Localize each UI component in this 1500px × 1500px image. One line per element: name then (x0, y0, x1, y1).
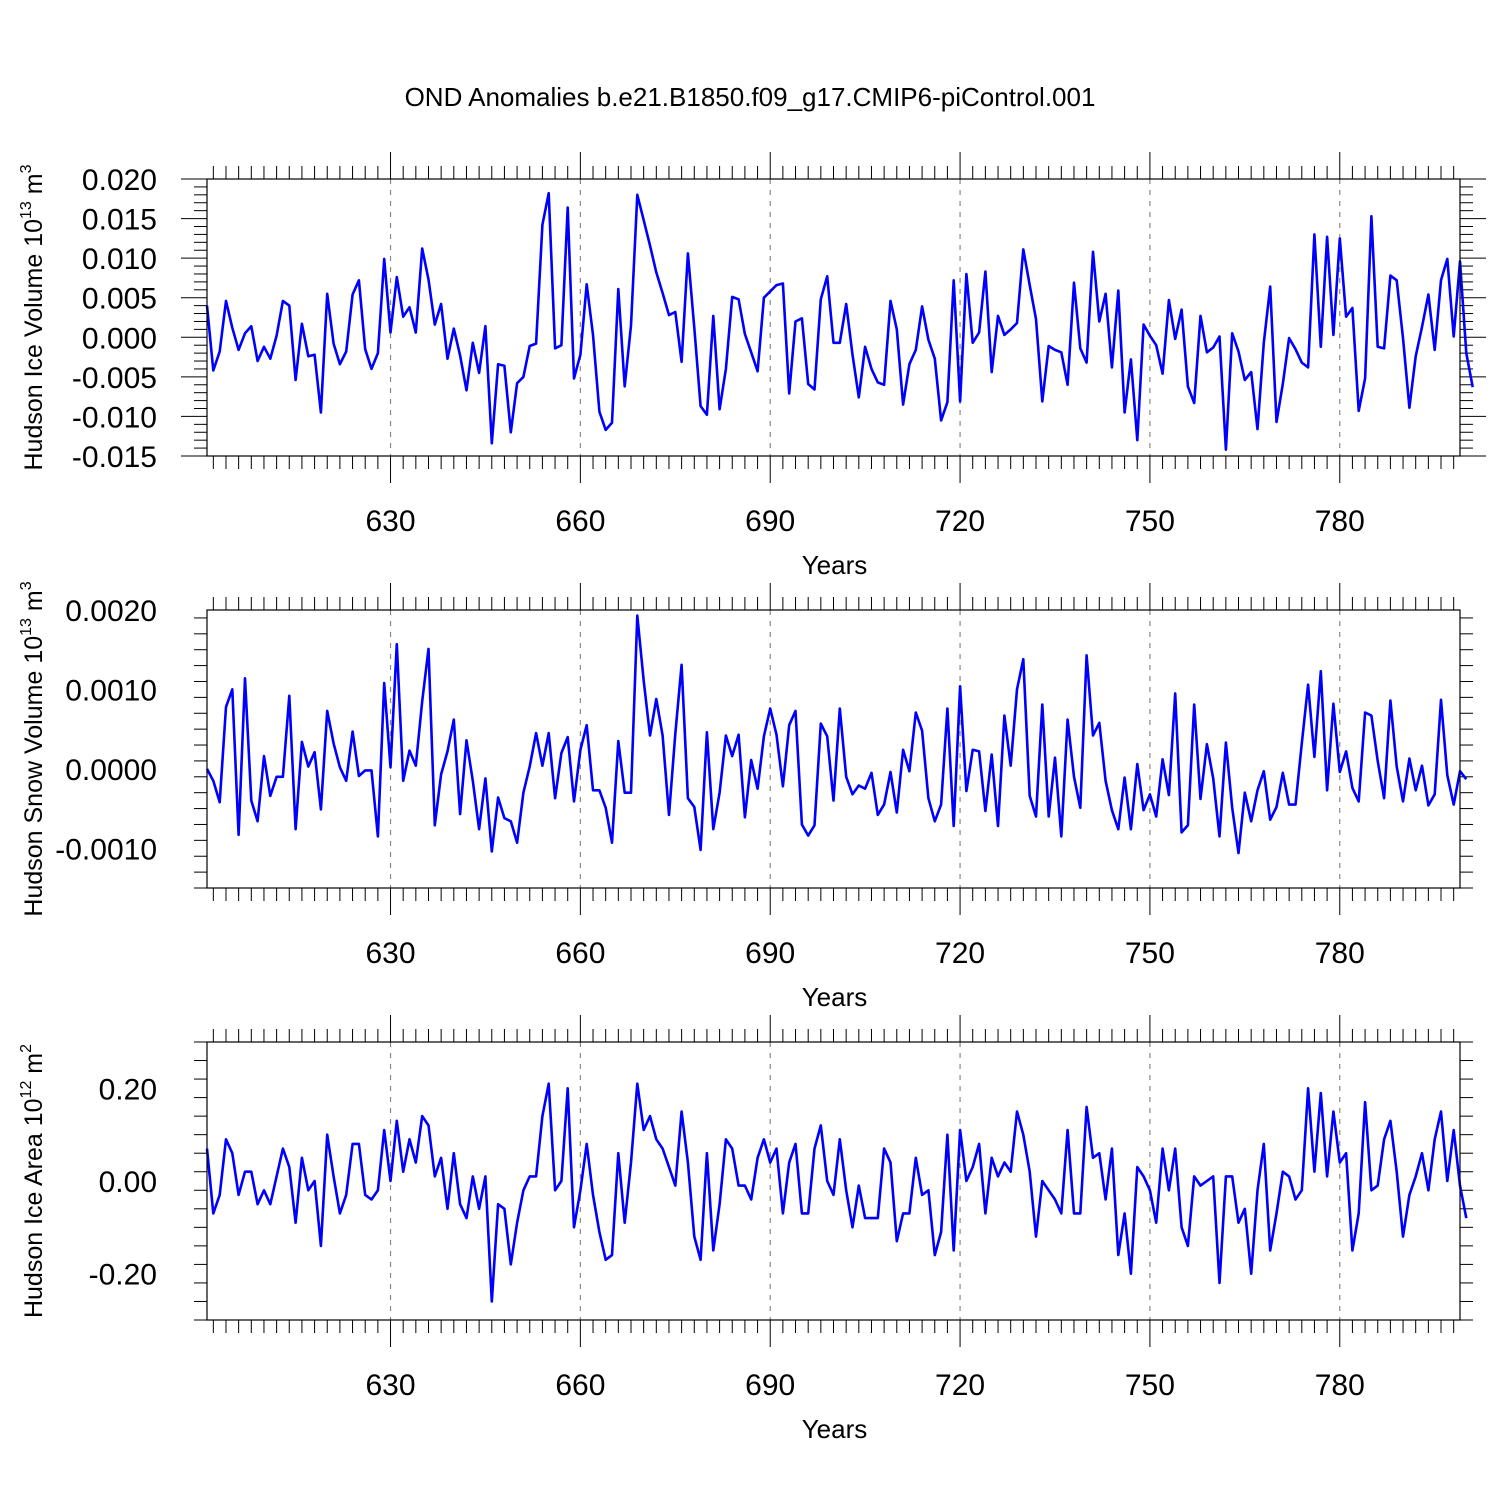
y-tick-label: -0.010 (72, 401, 157, 434)
panel-ice-volume: -0.015 -0.010 -0.005 0.000 0.005 0.010 0.015 0.… (18, 152, 1486, 580)
plot-frame (206, 1041, 1461, 1321)
series-line (205, 1082, 1468, 1303)
y-label-unit: m (20, 590, 48, 618)
x-tick-label: 660 (555, 1369, 605, 1402)
y-label-exponent: 13 (18, 201, 35, 219)
y-tick-label: 0.015 (82, 204, 157, 237)
panels-group: -0.015 -0.010 -0.005 0.000 0.005 0.010 0.015 0.… (18, 152, 1486, 1444)
series-line (205, 191, 1474, 452)
y-label-main: Hudson Snow Volume 10 (20, 636, 48, 917)
x-axis-label: Years (802, 982, 868, 1012)
y-label-unit-exponent: 3 (18, 581, 35, 590)
y-tick-label: -0.005 (72, 362, 157, 395)
y-tick-label: 0.020 (82, 164, 157, 197)
y-tick-label: 0.0010 (65, 674, 157, 707)
panel-snow-volume: -0.0010 0.0000 0.0010 0.0020 630 660 690 720 750… (18, 581, 1473, 1012)
x-tick-label: 630 (365, 1369, 415, 1402)
x-tick-label: 660 (555, 937, 605, 970)
x-tick-label: 750 (1125, 937, 1175, 970)
plot-frame (206, 178, 1461, 457)
y-label-main: Hudson Ice Volume 10 (20, 219, 48, 471)
y-label-main: Hudson Ice Area 10 (20, 1098, 48, 1318)
x-tick-label: 690 (745, 1369, 795, 1402)
x-tick-label: 660 (555, 505, 605, 538)
y-tick-label: -0.015 (72, 441, 157, 474)
y-tick-label: 0.0000 (65, 754, 157, 787)
y-axis-label: Hudson Snow Volume 1013 m3 (18, 581, 48, 916)
chart-title: OND Anomalies b.e21.B1850.f09_g17.CMIP6-… (405, 82, 1096, 112)
y-tick-label: 0.005 (82, 283, 157, 316)
y-tick-label: 0.20 (99, 1073, 157, 1106)
x-tick-label: 720 (935, 1369, 985, 1402)
x-tick-label: 720 (935, 505, 985, 538)
y-tick-label: -0.0010 (55, 833, 157, 866)
x-tick-label: 750 (1125, 505, 1175, 538)
panel-ice-area: -0.20 0.00 0.20 630 660 690 720 750 780 Years Huds… (18, 1015, 1473, 1444)
x-tick-label: 750 (1125, 1369, 1175, 1402)
y-tick-label: 0.010 (82, 243, 157, 276)
x-tick-label: 690 (745, 937, 795, 970)
series-line (205, 614, 1468, 855)
x-tick-label: 780 (1315, 937, 1365, 970)
y-label-unit-exponent: 3 (18, 164, 35, 173)
y-label-unit-exponent: 2 (18, 1044, 35, 1053)
y-tick-label: 0.0020 (65, 595, 157, 628)
plot-frame (206, 609, 1461, 889)
y-label-unit: m (20, 173, 48, 201)
y-label-exponent: 12 (18, 1081, 35, 1099)
x-axis-label: Years (802, 1414, 868, 1444)
x-axis-label: Years (802, 550, 868, 580)
y-label-unit: m (20, 1053, 48, 1081)
y-tick-label: 0.00 (99, 1166, 157, 1199)
x-tick-label: 780 (1315, 1369, 1365, 1402)
y-tick-label: -0.20 (89, 1259, 157, 1292)
x-tick-label: 720 (935, 937, 985, 970)
x-tick-label: 630 (365, 937, 415, 970)
x-tick-label: 690 (745, 505, 795, 538)
y-axis-label: Hudson Ice Volume 1013 m3 (18, 164, 48, 470)
y-tick-label: 0.000 (82, 322, 157, 355)
x-tick-label: 630 (365, 505, 415, 538)
x-tick-label: 780 (1315, 505, 1365, 538)
y-axis-label: Hudson Ice Area 1012 m2 (18, 1044, 48, 1318)
y-label-exponent: 13 (18, 618, 35, 636)
